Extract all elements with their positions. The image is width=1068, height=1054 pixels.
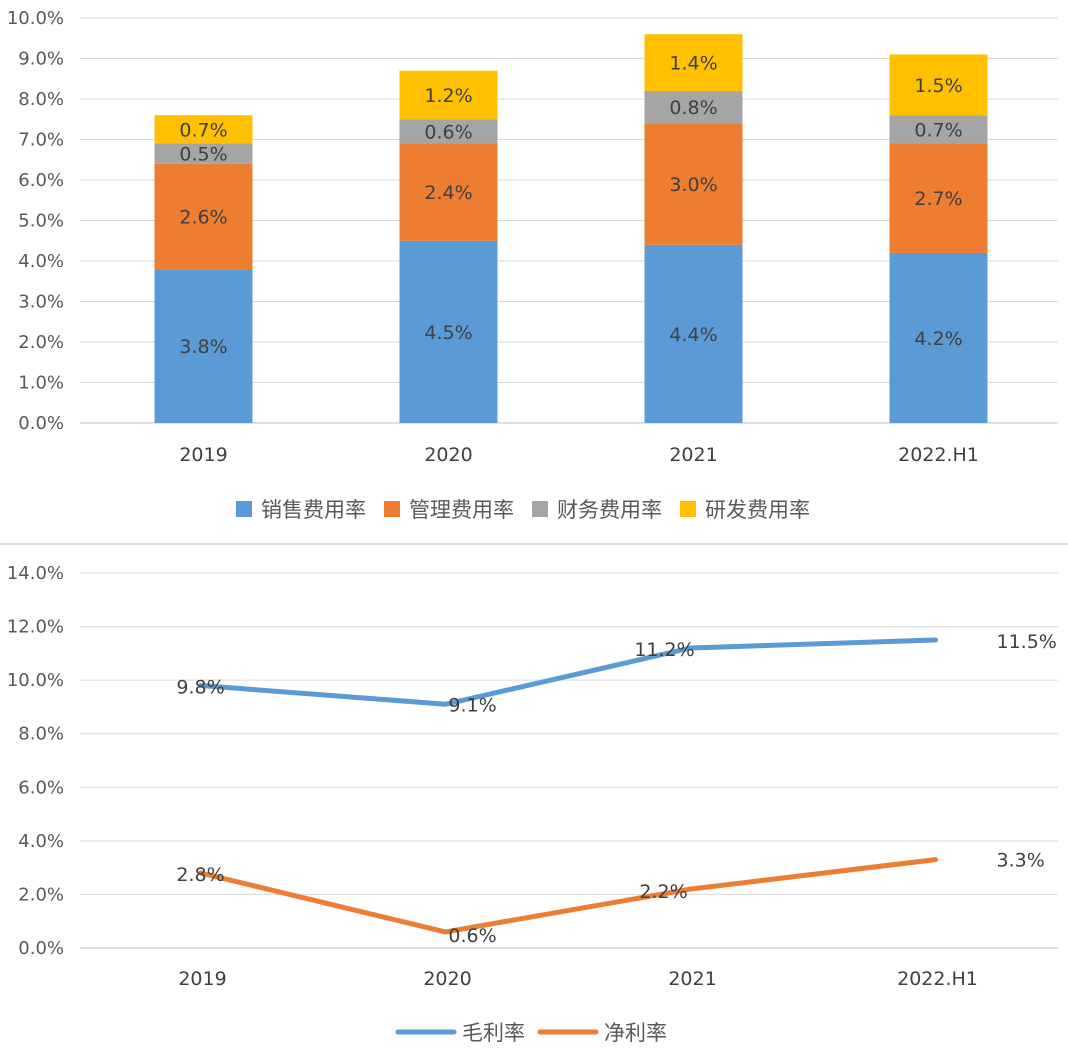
bar-data-label: 2.6%	[179, 206, 227, 228]
bar-data-label: 2.7%	[914, 188, 962, 210]
bar-segment-1-2020	[399, 143, 498, 241]
bar-data-label: 0.7%	[914, 119, 962, 141]
line-x-tick-label: 2019	[178, 968, 226, 990]
line-data-label: 3.3%	[997, 850, 1045, 872]
expense-ratio-bar-chart: 0.0% 1.0% 2.0% 3.0% 4.0% 5.0% 6.0% 7.0% 8.0% 9.0%…	[7, 8, 1058, 522]
line-data-label: 9.8%	[176, 677, 224, 699]
line-y-tick-label: 0.0%	[18, 938, 64, 959]
line-point-1-1	[443, 929, 448, 935]
line-data-label: 11.5%	[997, 631, 1057, 653]
bar-segment-2-2021	[644, 90, 743, 124]
bar-segment-2-2019	[154, 143, 253, 164]
bar-data-label: 4.2%	[914, 328, 962, 350]
bar-data-label: 0.6%	[424, 121, 472, 143]
bar-x-tick-label: 2022.H1	[898, 444, 979, 466]
line-legend-label: 毛利率	[462, 1021, 525, 1045]
line-point-0-1	[443, 701, 448, 707]
line-x-tick-label: 2022.H1	[897, 968, 978, 990]
line-data-label: 0.6%	[448, 925, 496, 947]
bar-y-tick-label: 10.0%	[7, 8, 64, 29]
line-y-tick-label: 6.0%	[18, 777, 64, 798]
bar-y-tick-label: 2.0%	[18, 332, 64, 353]
line-point-0-2	[688, 645, 693, 651]
line-x-tick-label: 2020	[423, 968, 471, 990]
bar-segment-0-2020	[399, 240, 498, 423]
bar-y-tick-label: 6.0%	[18, 170, 64, 191]
bar-segment-2-2022-h1	[889, 115, 988, 144]
line-data-label: 2.8%	[176, 864, 224, 886]
bar-legend-swatch	[236, 501, 252, 517]
line-data-label: 9.1%	[448, 694, 496, 716]
line-y-tick-label: 4.0%	[18, 831, 64, 852]
bar-y-tick-label: 7.0%	[18, 130, 64, 151]
bar-data-label: 0.5%	[179, 144, 227, 166]
line-x-tick-label: 2021	[668, 968, 716, 990]
line-data-label: 2.2%	[639, 881, 687, 903]
line-point-1-2	[688, 886, 693, 892]
bar-y-tick-label: 1.0%	[18, 373, 64, 394]
line-y-tick-label: 14.0%	[7, 563, 64, 584]
bar-data-label: 1.4%	[669, 53, 717, 75]
bar-data-label: 4.5%	[424, 322, 472, 344]
line-point-0-3	[933, 637, 938, 643]
bar-y-tick-label: 9.0%	[18, 49, 64, 70]
line-point-1-0	[198, 870, 203, 876]
bar-segment-3-2020	[399, 70, 498, 120]
bar-data-label: 2.4%	[424, 182, 472, 204]
bar-legend-label: 研发费用率	[705, 498, 810, 522]
line-series-1	[198, 857, 938, 935]
line-y-tick-label: 12.0%	[7, 617, 64, 638]
line-legend-label: 净利率	[604, 1021, 667, 1045]
bar-legend-swatch	[532, 501, 548, 517]
bar-x-tick-label: 2019	[179, 444, 227, 466]
bar-legend-swatch	[680, 501, 696, 517]
bar-segment-3-2019	[154, 115, 253, 144]
bar-legend-label: 财务费用率	[557, 498, 662, 522]
bar-x-tick-label: 2021	[669, 444, 717, 466]
line-y-tick-label: 10.0%	[7, 670, 64, 691]
bar-legend-swatch	[384, 501, 400, 517]
bar-data-label: 3.0%	[669, 174, 717, 196]
bar-y-tick-label: 5.0%	[18, 211, 64, 232]
bar-segment-0-2022-h1	[889, 252, 988, 423]
bar-segment-1-2022-h1	[889, 143, 988, 253]
bar-data-label: 1.2%	[424, 85, 472, 107]
bar-data-label: 0.7%	[179, 119, 227, 141]
bar-segment-3-2022-h1	[889, 54, 988, 116]
bar-segment-3-2021	[644, 34, 743, 91]
bar-legend-label: 销售费用率	[261, 498, 366, 522]
line-y-tick-label: 8.0%	[18, 724, 64, 745]
bar-y-tick-label: 8.0%	[18, 89, 64, 110]
line-y-tick-label: 2.0%	[18, 884, 64, 905]
bar-x-tick-label: 2020	[424, 444, 472, 466]
bar-segment-1-2019	[154, 163, 253, 270]
bar-y-tick-label: 3.0%	[18, 292, 64, 313]
bar-y-tick-label: 0.0%	[18, 413, 64, 434]
bar-legend-label: 管理费用率	[409, 498, 514, 522]
line-point-0-0	[198, 683, 203, 688]
bar-segment-1-2021	[644, 123, 743, 245]
bar-data-label: 3.8%	[179, 336, 227, 358]
bar-y-tick-label: 4.0%	[18, 251, 64, 272]
margin-line-chart: 0.0% 2.0% 4.0% 6.0% 8.0% 10.0% 12.0% 14.0% 2019 2…	[7, 563, 1058, 1045]
bar-data-label: 0.8%	[669, 97, 717, 119]
bar-segment-0-2021	[644, 244, 743, 423]
bar-segment-0-2019	[154, 269, 253, 423]
line-series-0	[198, 637, 938, 707]
bar-data-label: 4.4%	[669, 324, 717, 346]
line-data-label: 11.2%	[634, 639, 694, 661]
bar-data-label: 1.5%	[914, 75, 962, 97]
line-point-1-3	[933, 857, 938, 863]
bar-segment-2-2020	[399, 119, 498, 144]
